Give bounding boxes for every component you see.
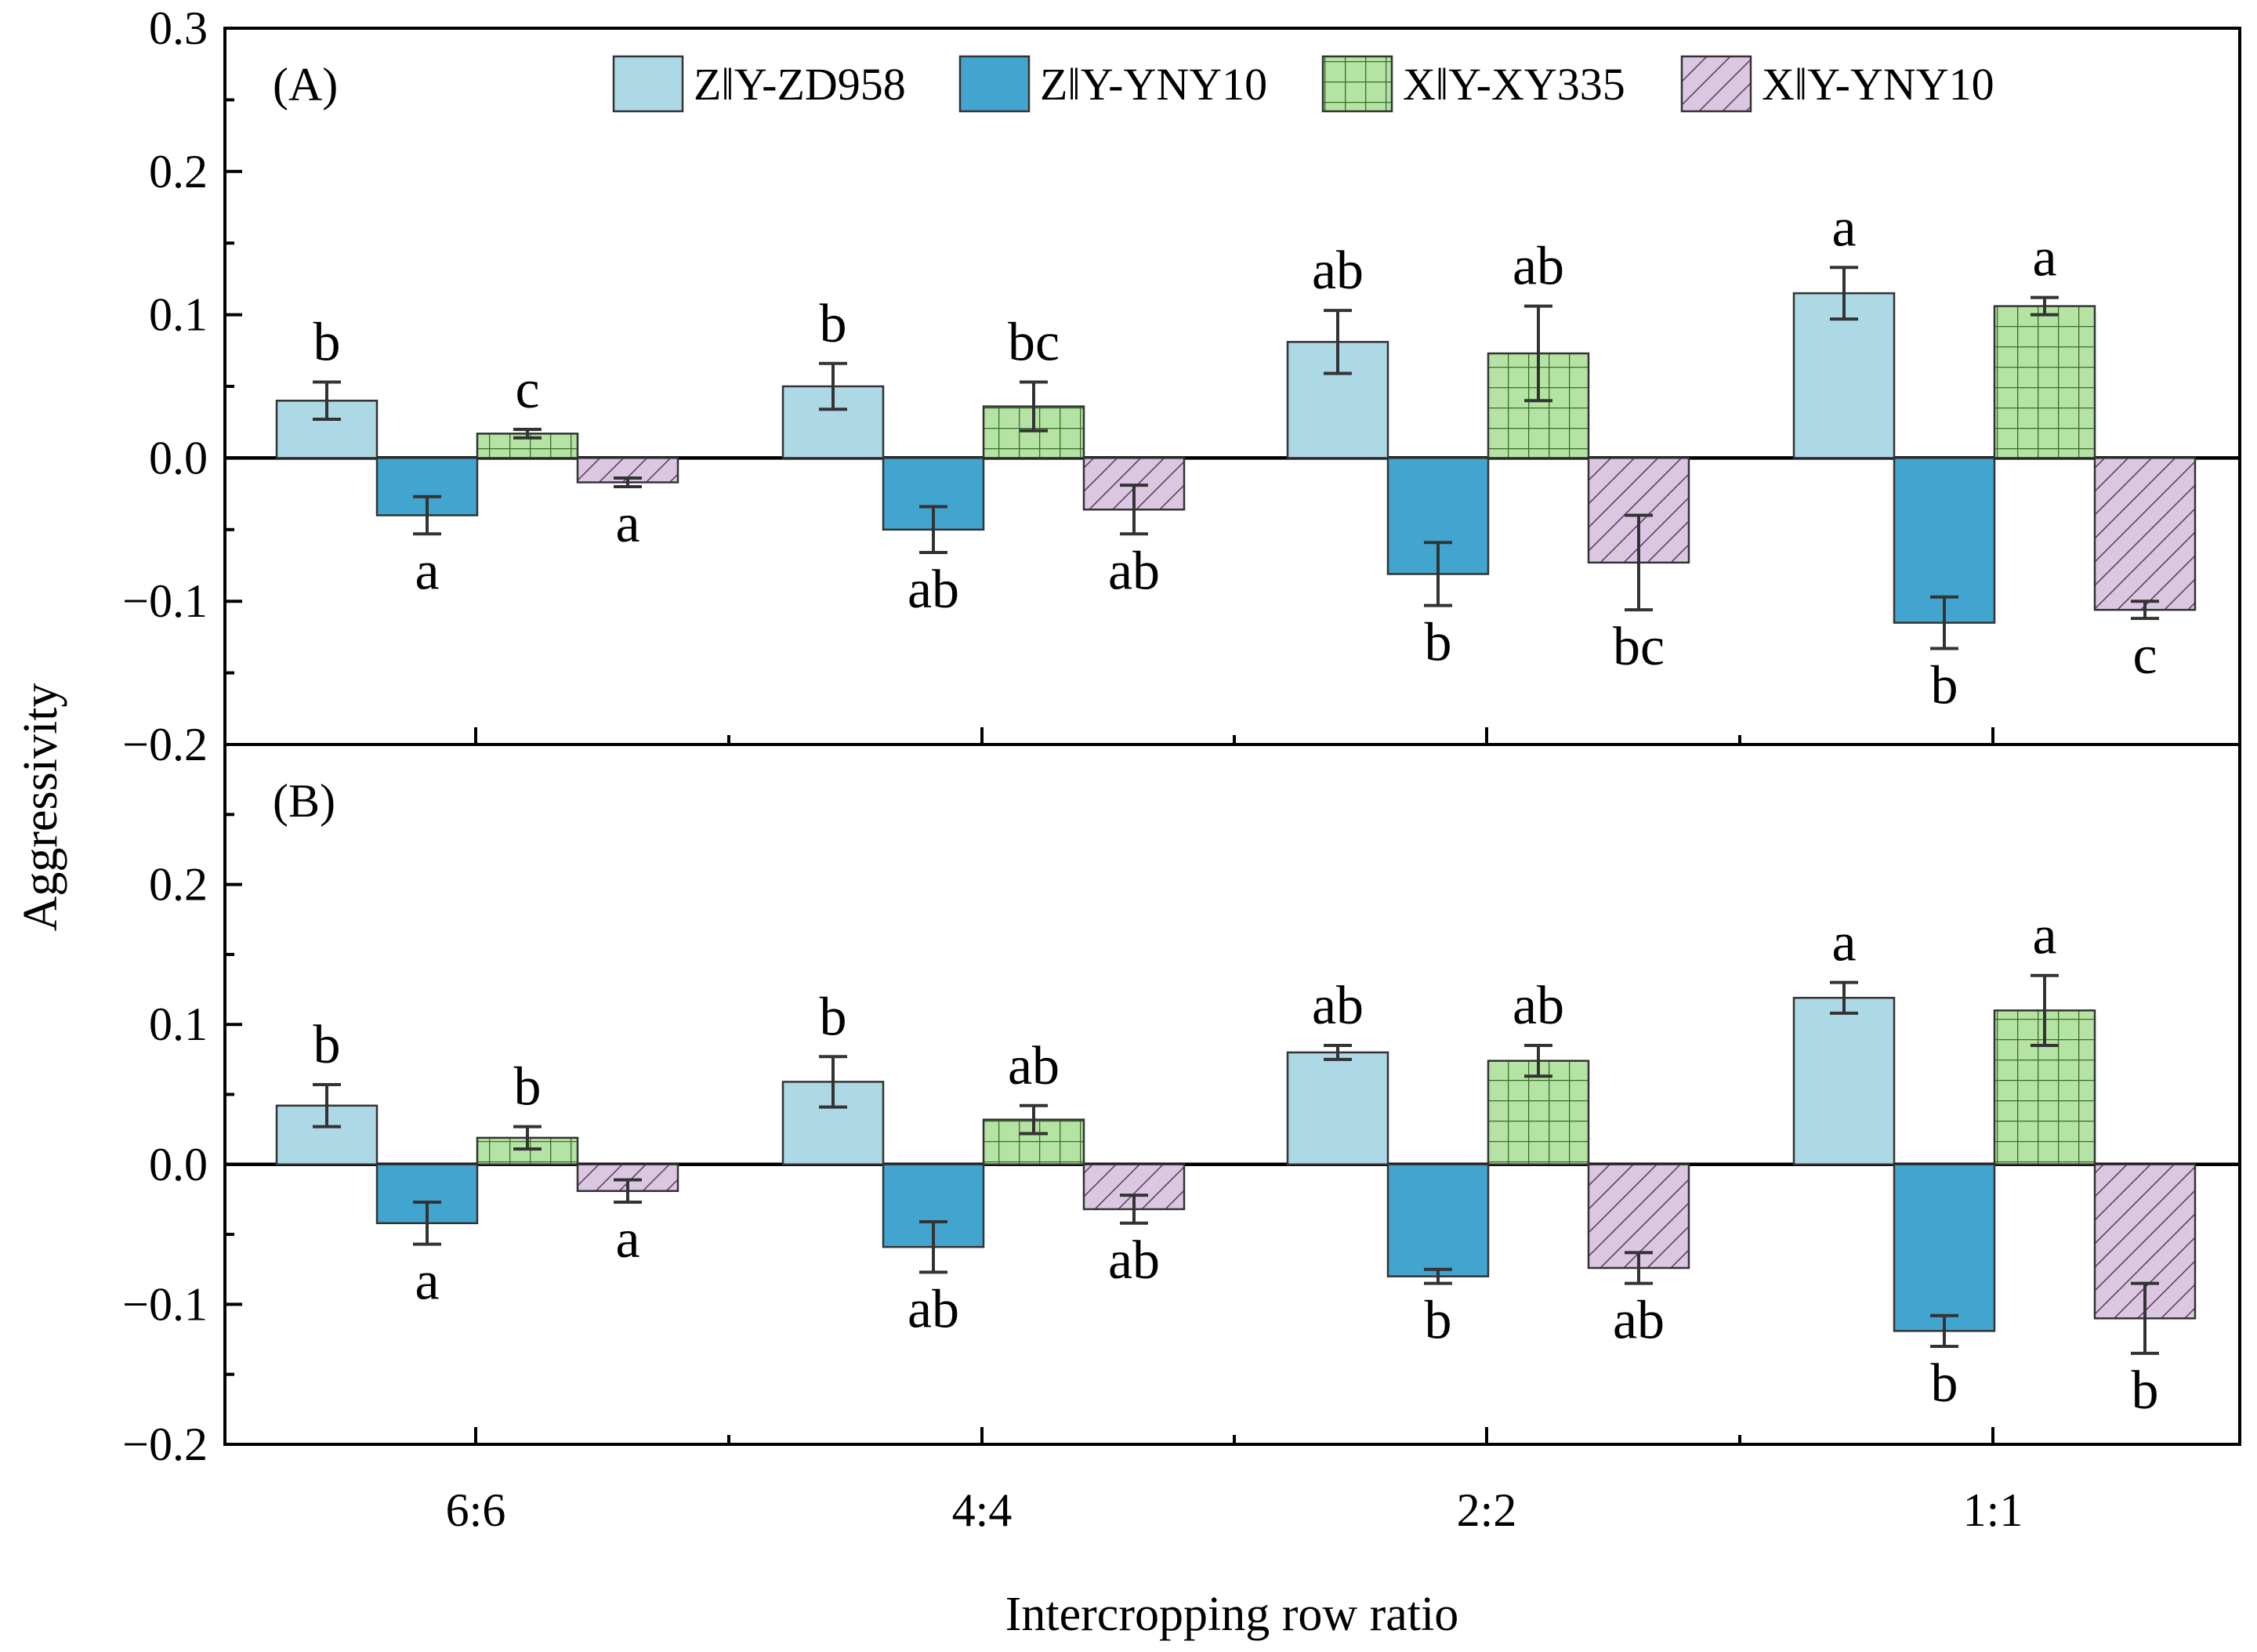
- significance-letter: a: [2032, 228, 2056, 288]
- significance-letter: a: [2032, 906, 2056, 966]
- y-tick-label: −0.2: [122, 719, 208, 770]
- significance-letter: ab: [1513, 976, 1564, 1036]
- bar: [1386, 1163, 1490, 1277]
- significance-letter: b: [2132, 1360, 2159, 1421]
- legend-label: X‖Y-XY335: [1403, 59, 1625, 110]
- significance-letter: ab: [1613, 1291, 1665, 1351]
- y-tick-label: 0.2: [149, 859, 208, 911]
- significance-letter: a: [615, 494, 639, 554]
- bar: [1792, 292, 1896, 459]
- series-z-y-yny10: a ab b b: [375, 457, 1996, 716]
- significance-letter: a: [415, 541, 439, 601]
- bar: [1286, 1051, 1389, 1166]
- significance-letter: ab: [908, 560, 959, 620]
- bar: [1792, 997, 1896, 1166]
- series-z-y-zd958: b b ab a: [275, 197, 1896, 459]
- significance-letter: bc: [1008, 313, 1060, 373]
- legend-label: Z‖Y-YNY10: [1040, 59, 1267, 110]
- legend-swatch: [612, 55, 684, 113]
- y-tick-label: 0.0: [149, 1139, 208, 1190]
- significance-letter: ab: [1513, 237, 1564, 297]
- bar: [1993, 305, 2096, 459]
- series-z-y-zd958: b b ab a: [275, 913, 1896, 1166]
- x-tick-label: 1:1: [1963, 1484, 2023, 1536]
- series-x-y-xy335: c bc ab a: [476, 228, 2096, 459]
- significance-letter: c: [2132, 625, 2157, 686]
- y-tick-label: 0.2: [149, 146, 208, 197]
- significance-letter: ab: [908, 1279, 959, 1339]
- significance-letter: a: [1831, 197, 1856, 258]
- y-tick-label: −0.1: [122, 1278, 208, 1330]
- significance-letter: b: [313, 313, 341, 373]
- significance-letter: b: [1931, 1353, 1958, 1414]
- y-tick-label: 0.0: [149, 432, 208, 484]
- significance-letter: b: [1425, 613, 1452, 673]
- y-tick-label: −0.1: [122, 575, 208, 627]
- legend-swatch: [1680, 55, 1752, 113]
- bar: [781, 385, 885, 459]
- significance-letter: b: [820, 294, 847, 354]
- x-tick-label: 6:6: [446, 1484, 506, 1536]
- y-tick-label: 0.1: [149, 289, 208, 341]
- significance-letter: ab: [1312, 241, 1364, 301]
- significance-letter: ab: [1008, 1036, 1060, 1096]
- significance-letter: b: [1931, 656, 1958, 716]
- legend: Z‖Y-ZD958 Z‖Y-YNY10 X‖Y-XY335 X‖Y-YNY10: [612, 55, 1994, 113]
- significance-letter: c: [515, 360, 539, 420]
- bar: [1893, 1163, 1996, 1332]
- y-tick-label: 0.1: [149, 998, 208, 1050]
- y-axis-title: Aggressivity: [14, 683, 67, 932]
- significance-letter: b: [514, 1057, 542, 1118]
- series-x-y-yny10: a ab ab b: [576, 1163, 2197, 1421]
- significance-letter: a: [615, 1209, 639, 1270]
- panel-label: (B): [273, 775, 335, 827]
- x-axis-title: Intercropping row ratio: [1005, 1588, 1458, 1641]
- legend-swatch: [1321, 55, 1393, 113]
- y-tick-label: 0.3: [149, 2, 208, 54]
- bar: [2093, 457, 2197, 611]
- significance-letter: ab: [1108, 541, 1160, 601]
- significance-letter: a: [415, 1252, 439, 1312]
- significance-letter: ab: [1312, 976, 1364, 1036]
- legend-label: X‖Y-YNY10: [1762, 59, 1994, 110]
- significance-letter: b: [820, 987, 847, 1047]
- x-tick-label: 2:2: [1457, 1484, 1517, 1536]
- legend-label: Z‖Y-ZD958: [694, 59, 906, 110]
- bar: [1893, 457, 1996, 624]
- panel-label: (A): [273, 59, 338, 110]
- legend-swatch: [958, 55, 1031, 113]
- significance-letter: b: [313, 1015, 341, 1075]
- significance-letter: bc: [1613, 617, 1665, 677]
- significance-letter: ab: [1108, 1230, 1160, 1291]
- series-z-y-yny10: a ab b b: [375, 1163, 1996, 1414]
- x-tick-label: 4:4: [952, 1484, 1013, 1536]
- significance-letter: b: [1425, 1291, 1452, 1351]
- series-x-y-yny10: a ab bc c: [576, 457, 2197, 686]
- panel-b: 0.2 0.1 0.0 −0.1 −0.2 b b ab a a ab b b b ab ab a a ab ab b (…: [122, 743, 2241, 1470]
- y-tick-label: −0.2: [122, 1418, 208, 1470]
- significance-letter: a: [1831, 913, 1856, 973]
